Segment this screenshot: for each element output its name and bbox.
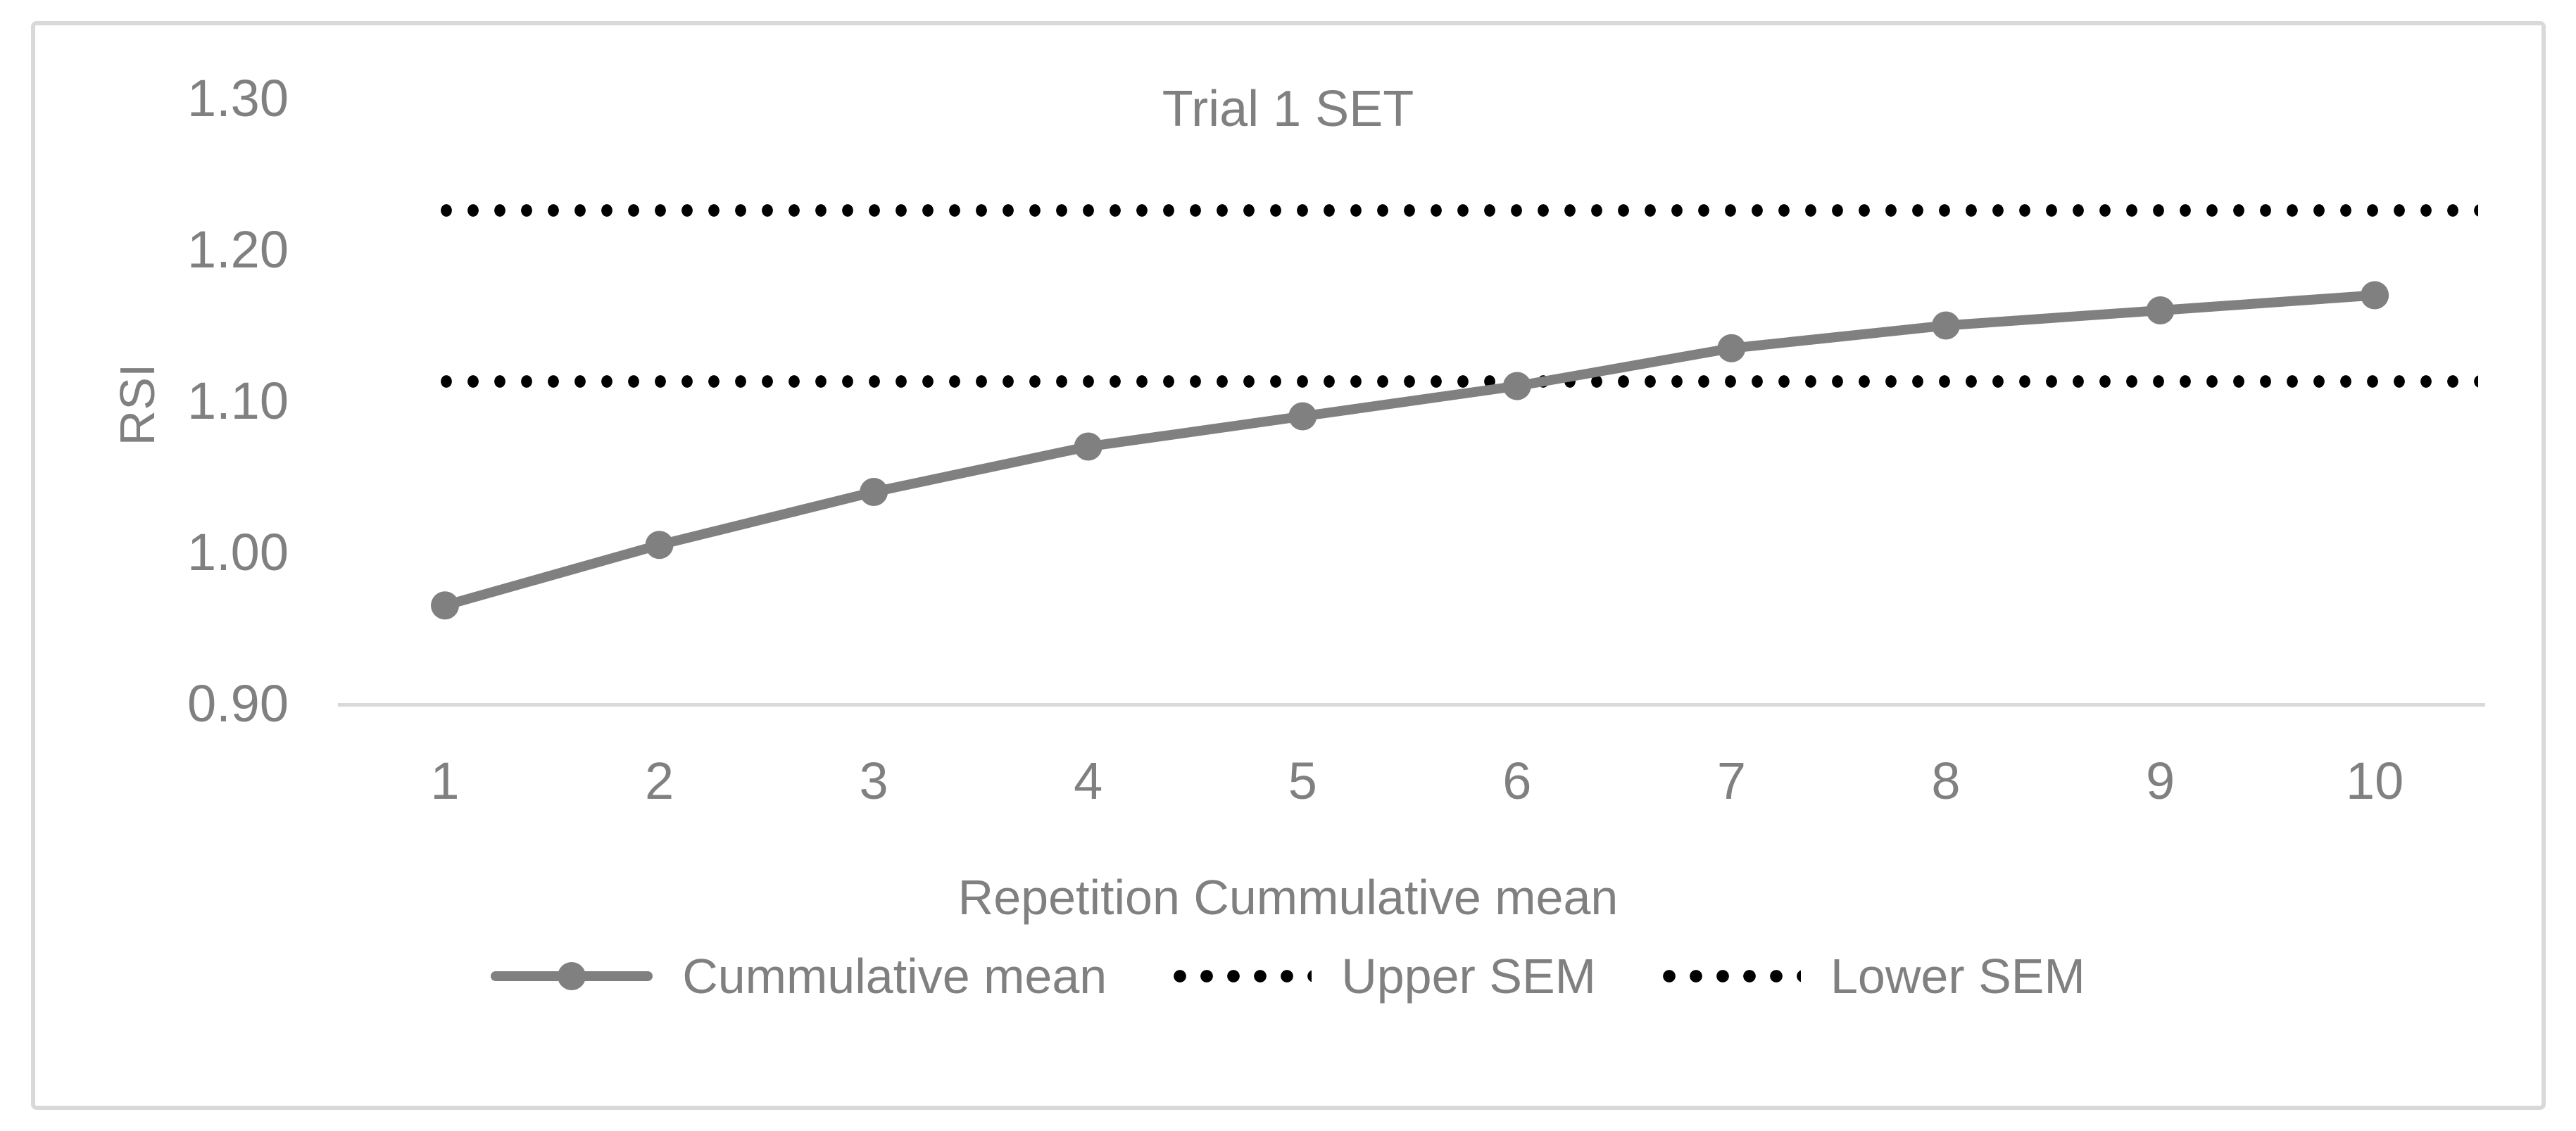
legend-item-upper-sem: Upper SEM (1167, 948, 1596, 1004)
legend-item-label: Lower SEM (1830, 949, 2085, 1004)
legend: Cummulative mean Upper SEM Lower SEM (0, 944, 2576, 1008)
y-tick-label: 1.20 (187, 220, 289, 279)
x-tick-label: 4 (1074, 752, 1103, 810)
legend-item-label: Upper SEM (1341, 949, 1596, 1004)
x-tick-label: 1 (430, 752, 460, 810)
x-tick-label: 6 (1502, 752, 1532, 810)
circle-marker-icon (558, 962, 586, 990)
x-axis-baseline (338, 703, 2485, 707)
legend-item-lower-sem: Lower SEM (1656, 948, 2085, 1004)
legend-item-cummulative-mean: Cummulative mean (491, 948, 1107, 1004)
chart-title: Trial 1 SET (1162, 81, 1414, 137)
line-with-marker-icon (491, 962, 653, 990)
x-tick-label: 8 (1931, 752, 1961, 810)
x-tick-label: 5 (1288, 752, 1317, 810)
x-tick-label: 7 (1716, 752, 1746, 810)
x-tick-label: 2 (644, 752, 674, 810)
legend-item-label: Cummulative mean (682, 949, 1107, 1004)
x-axis-title: Repetition Cummulative mean (957, 870, 1619, 925)
x-tick-label: 9 (2145, 752, 2175, 810)
x-tick-label: 10 (2345, 752, 2404, 810)
y-tick-label: 1.10 (187, 372, 289, 430)
x-tick-label: 3 (859, 752, 888, 810)
y-tick-label: 1.00 (187, 523, 289, 581)
upper-sem-line (433, 204, 2478, 217)
lower-sem-line (433, 375, 2478, 388)
y-tick-label: 1.30 (187, 69, 289, 127)
dotted-line-icon (1656, 970, 1801, 982)
y-tick-label: 0.90 (187, 674, 289, 733)
dotted-line-icon (1167, 970, 1312, 982)
